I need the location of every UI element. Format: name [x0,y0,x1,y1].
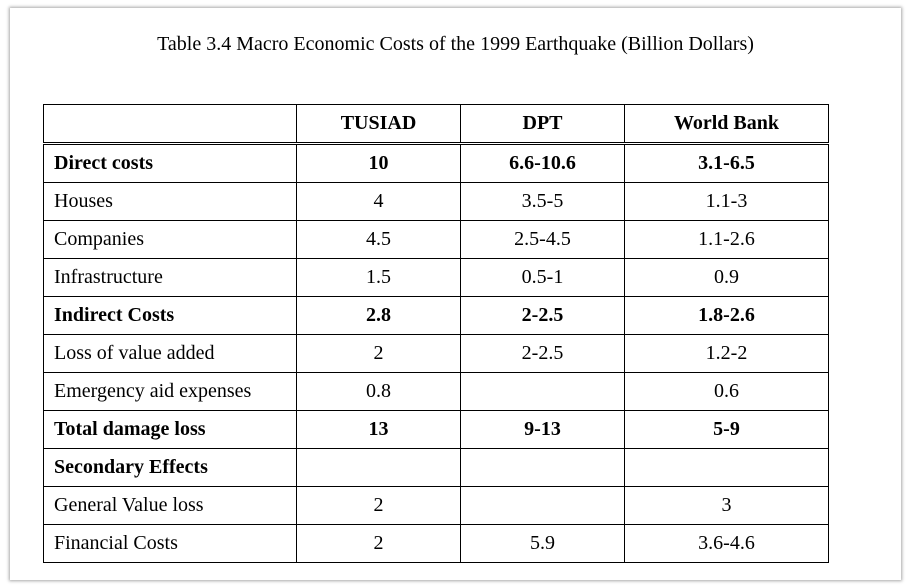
table-row: Houses 4 3.5-5 1.1-3 [43,182,829,221]
row-label-cell: Financial Costs [43,524,297,563]
tusiad-value-cell: 13 [296,410,461,449]
document-page: Table 3.4 Macro Economic Costs of the 19… [10,8,901,580]
table-caption: Table 3.4 Macro Economic Costs of the 19… [157,33,754,55]
row-label-cell: Indirect Costs [43,296,297,335]
tusiad-value-cell: 2 [296,334,461,373]
row-label-cell: Loss of value added [43,334,297,373]
table-row: General Value loss 2 3 [43,486,829,525]
dpt-value-cell: 2-2.5 [460,296,625,335]
dpt-value-cell: 2-2.5 [460,334,625,373]
tusiad-value-cell [296,448,461,487]
world-bank-value-cell: 0.6 [624,372,829,411]
table-row: Secondary Effects [43,448,829,487]
dpt-value-cell [460,486,625,525]
row-label-cell: Infrastructure [43,258,297,297]
table-row: Companies 4.5 2.5-4.5 1.1-2.6 [43,220,829,259]
row-label-cell: Emergency aid expenses [43,372,297,411]
world-bank-value-cell: 1.1-3 [624,182,829,221]
dpt-value-cell [460,372,625,411]
costs-table: TUSIAD DPT World Bank Direct costs 10 6.6-… [43,104,829,563]
world-bank-value-cell: 0.9 [624,258,829,297]
world-bank-value-cell: 1.8-2.6 [624,296,829,335]
world-bank-value-cell: 3.6-4.6 [624,524,829,563]
tusiad-value-cell: 4.5 [296,220,461,259]
tusiad-value-cell: 2.8 [296,296,461,335]
dpt-value-cell: 0.5-1 [460,258,625,297]
row-label-cell: General Value loss [43,486,297,525]
table-row: Financial Costs 2 5.9 3.6-4.6 [43,524,829,563]
table-row: Loss of value added 2 2-2.5 1.2-2 [43,334,829,373]
table-row: Indirect Costs 2.8 2-2.5 1.8-2.6 [43,296,829,335]
row-label-cell: Total damage loss [43,410,297,449]
tusiad-value-cell: 2 [296,524,461,563]
world-bank-value-cell: 5-9 [624,410,829,449]
world-bank-value-cell: 3.1-6.5 [624,143,829,183]
world-bank-value-cell: 1.1-2.6 [624,220,829,259]
world-bank-value-cell: 1.2-2 [624,334,829,373]
header-cell-empty [43,104,297,145]
dpt-value-cell: 9-13 [460,410,625,449]
row-label-cell: Companies [43,220,297,259]
dpt-value-cell: 5.9 [460,524,625,563]
header-cell-world-bank: World Bank [624,104,829,145]
table-row: Total damage loss 13 9-13 5-9 [43,410,829,449]
world-bank-value-cell [624,448,829,487]
row-label-cell: Secondary Effects [43,448,297,487]
table-header-row: TUSIAD DPT World Bank [43,104,829,145]
dpt-value-cell: 6.6-10.6 [460,143,625,183]
dpt-value-cell: 3.5-5 [460,182,625,221]
dpt-value-cell: 2.5-4.5 [460,220,625,259]
table-row: Emergency aid expenses 0.8 0.6 [43,372,829,411]
tusiad-value-cell: 4 [296,182,461,221]
row-label-cell: Houses [43,182,297,221]
tusiad-value-cell: 1.5 [296,258,461,297]
table-body: Direct costs 10 6.6-10.6 3.1-6.5 Houses 4 3.5-… [43,143,829,563]
tusiad-value-cell: 2 [296,486,461,525]
table-row: Direct costs 10 6.6-10.6 3.1-6.5 [43,143,829,183]
row-label-cell: Direct costs [43,143,297,183]
table-row: Infrastructure 1.5 0.5-1 0.9 [43,258,829,297]
tusiad-value-cell: 10 [296,143,461,183]
header-cell-dpt: DPT [460,104,625,145]
dpt-value-cell [460,448,625,487]
world-bank-value-cell: 3 [624,486,829,525]
tusiad-value-cell: 0.8 [296,372,461,411]
header-cell-tusiad: TUSIAD [296,104,461,145]
